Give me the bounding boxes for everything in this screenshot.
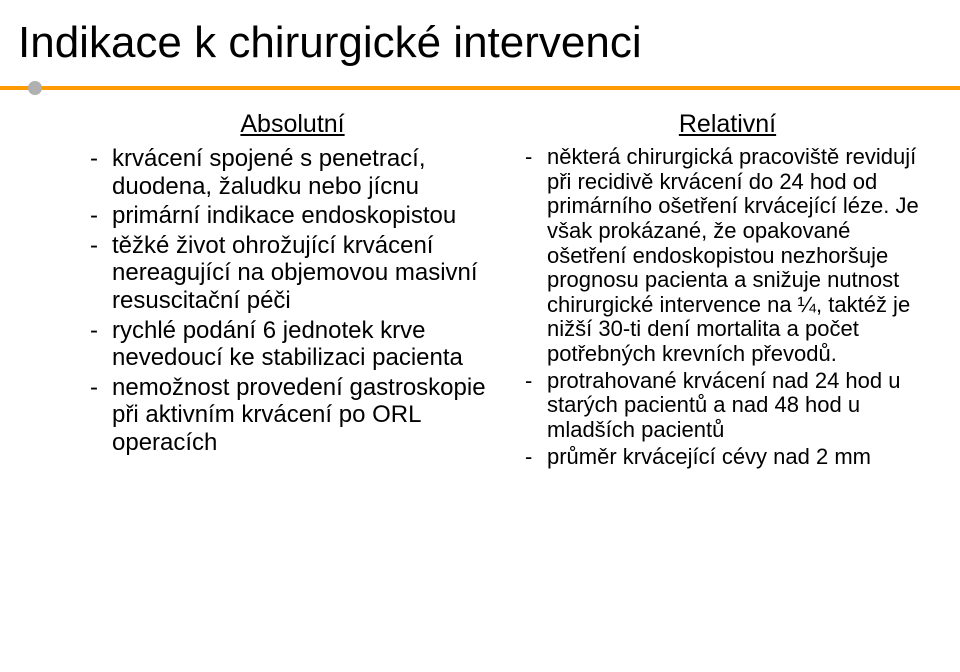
right-list: některá chirurgická pracoviště revidují … xyxy=(525,145,930,469)
left-list: krvácení spojené s penetrací, duodena, ž… xyxy=(90,145,495,457)
list-item: protrahované krvácení nad 24 hod u starý… xyxy=(525,369,930,443)
content-area: Absolutní krvácení spojené s penetrací, … xyxy=(0,110,960,471)
list-item: krvácení spojené s penetrací, duodena, ž… xyxy=(90,145,495,200)
list-item: primární indikace endoskopistou xyxy=(90,202,495,230)
list-item: těžké život ohrožující krvácení nereaguj… xyxy=(90,232,495,315)
slide: Indikace k chirurgické intervenci Absolu… xyxy=(0,0,960,672)
right-heading: Relativní xyxy=(525,110,930,139)
list-item: průměr krvácející cévy nad 2 mm xyxy=(525,445,930,470)
divider-line xyxy=(0,86,960,90)
left-heading: Absolutní xyxy=(90,110,495,139)
right-column: Relativní některá chirurgická pracoviště… xyxy=(520,110,930,471)
left-column: Absolutní krvácení spojené s penetrací, … xyxy=(90,110,520,471)
slide-title: Indikace k chirurgické intervenci xyxy=(0,0,960,68)
list-item: rychlé podání 6 jednotek krve nevedoucí … xyxy=(90,317,495,372)
list-item: nemožnost provedení gastroskopie při akt… xyxy=(90,374,495,457)
list-item: některá chirurgická pracoviště revidují … xyxy=(525,145,930,367)
decorative-dot xyxy=(28,81,42,95)
